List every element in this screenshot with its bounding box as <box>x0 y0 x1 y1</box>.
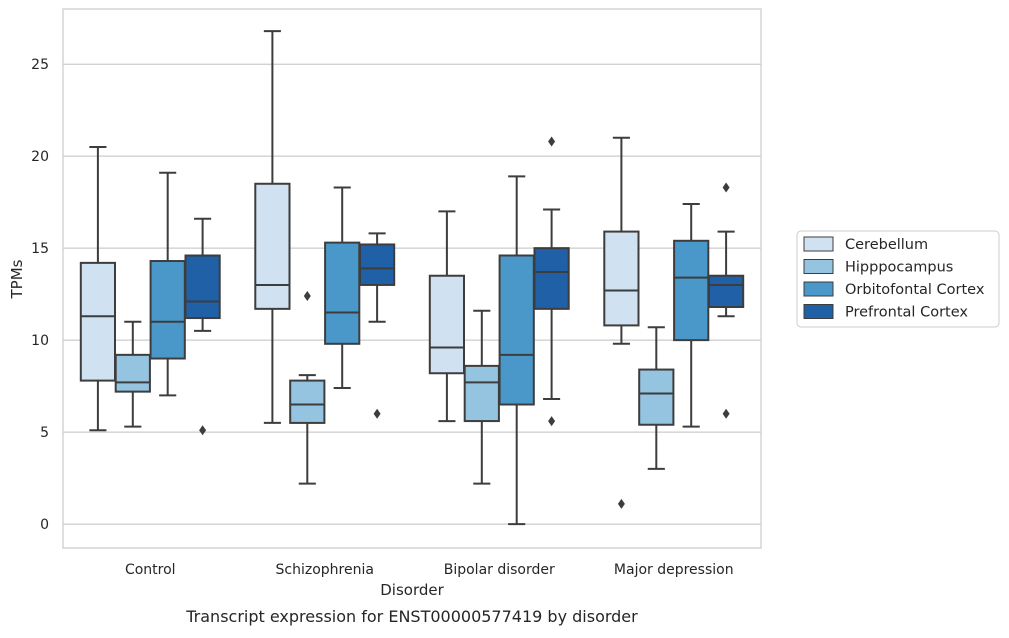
legend-swatch <box>803 259 834 274</box>
box <box>673 239 710 342</box>
box-group <box>79 145 117 432</box>
outlier-point <box>373 408 381 419</box>
box-group <box>638 326 675 470</box>
box-group <box>324 186 361 389</box>
box <box>324 241 361 345</box>
legend: Cerebellum Hipppocampus Orbitofontal Corte… <box>796 230 1000 328</box>
legend-swatch <box>803 236 834 252</box>
legend-items: Cerebellum Hipppocampus Orbitofontal Corte… <box>803 236 985 321</box>
y-tick-label: 10 <box>31 333 49 349</box>
y-tick-labels: 0 5 10 15 20 25 <box>31 57 49 533</box>
box <box>289 379 326 424</box>
box <box>603 230 640 327</box>
box-group <box>254 30 291 424</box>
legend-label: Cerebellum <box>845 237 928 253</box>
x-tick-label: Bipolar disorder <box>444 562 555 578</box>
box <box>149 260 186 360</box>
box <box>428 274 466 375</box>
outlier-point <box>548 416 556 427</box>
x-tick-label: Schizophrenia <box>276 562 374 578</box>
box-group <box>707 182 745 419</box>
box <box>463 364 500 423</box>
box <box>184 254 221 320</box>
y-tick-label: 15 <box>31 241 49 257</box>
box <box>114 353 151 393</box>
x-tick-label: Control <box>125 562 176 578</box>
box <box>254 182 291 310</box>
outlier-point <box>199 425 207 436</box>
y-axis-title: TPMs <box>8 259 26 299</box>
legend-label: Hipppocampus <box>845 260 953 276</box>
box-group <box>149 171 186 397</box>
x-tick-label: Major depression <box>614 562 734 578</box>
legend-swatch <box>803 304 834 319</box>
box-group <box>533 136 570 427</box>
box <box>79 261 117 382</box>
y-tick-label: 20 <box>31 149 49 165</box>
box-layer <box>79 30 745 526</box>
box <box>638 368 675 426</box>
box-group <box>184 217 221 436</box>
box-group <box>673 202 710 428</box>
box <box>533 247 570 310</box>
legend-label: Orbitofontal Cortex <box>845 282 985 298</box>
box-group <box>463 309 500 485</box>
x-axis-title: Disorder <box>380 581 444 599</box>
outlier-point <box>722 408 730 419</box>
box-group <box>603 136 640 509</box>
chart-caption: Transcript expression for ENST0000057741… <box>185 607 638 626</box>
legend-frame <box>796 230 1000 328</box>
y-tick-label: 25 <box>31 57 49 73</box>
box <box>498 254 535 406</box>
outlier-point <box>617 498 625 509</box>
outlier-point <box>303 290 311 301</box>
box-group <box>428 210 466 423</box>
x-tick-labels: Control Schizophrenia Bipolar disorder Majo… <box>125 562 734 578</box>
box-group <box>289 290 326 485</box>
outlier-point <box>722 182 730 193</box>
box <box>707 274 745 309</box>
outlier-point <box>548 136 556 147</box>
y-tick-label: 5 <box>40 425 49 441</box>
plot-frame <box>62 8 762 549</box>
legend-label: Prefrontal Cortex <box>845 305 968 321</box>
box-group <box>114 320 151 428</box>
box <box>358 243 396 286</box>
box-group <box>498 175 535 526</box>
legend-swatch <box>803 281 834 297</box>
y-tick-label: 0 <box>40 517 49 533</box>
box-group <box>358 232 396 419</box>
